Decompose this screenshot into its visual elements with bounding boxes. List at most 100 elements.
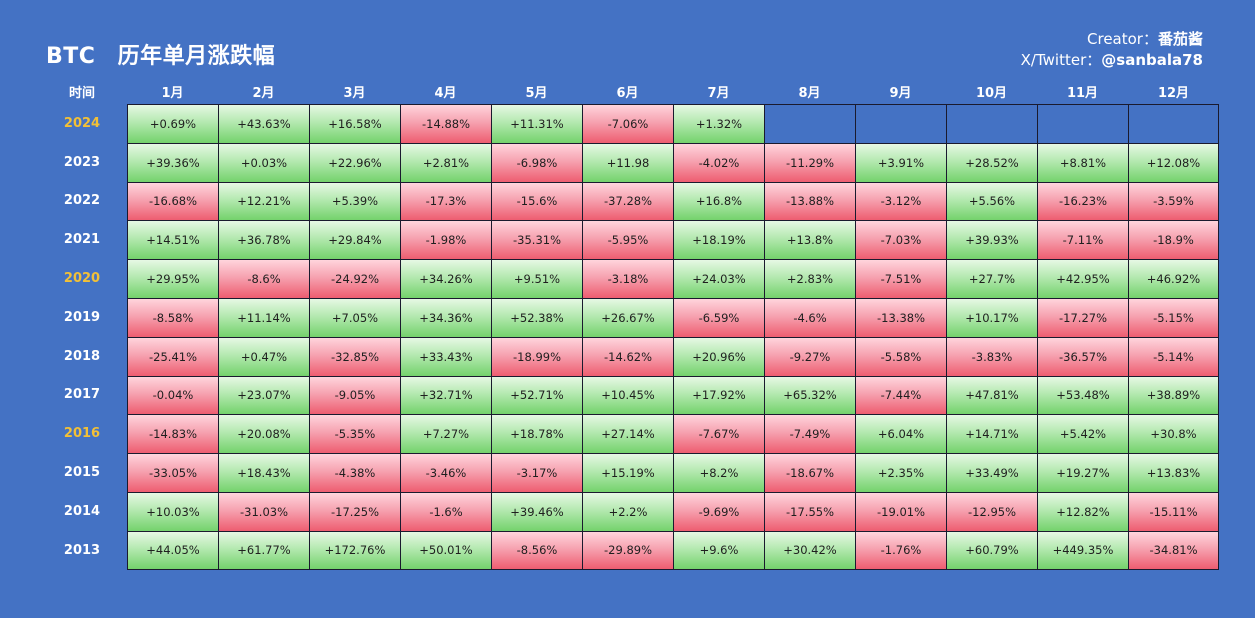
- return-cell: +17.92%: [673, 375, 764, 415]
- month-header: 11月: [1066, 85, 1099, 101]
- return-cell: [764, 104, 855, 143]
- return-cell: +15.19%: [582, 453, 673, 492]
- return-cell: -17.55%: [764, 491, 855, 531]
- return-cell: -6.98%: [491, 142, 582, 182]
- return-cell: +16.8%: [673, 181, 764, 221]
- return-cell: -14.62%: [582, 336, 673, 376]
- return-cell: -3.12%: [855, 181, 946, 221]
- year-label: 2014: [63, 503, 101, 519]
- return-cell: +5.39%: [309, 181, 400, 221]
- return-cell: +19.27%: [1037, 453, 1128, 492]
- monthly-returns-table: 时间 1月 2月 3月 4月 5月 6月 7月 8月 9月 10月 11月 12月 2024 +0.69% +…: [37, 78, 1219, 570]
- return-cell: -4.02%: [673, 142, 764, 182]
- row-header-label: 时间: [68, 85, 95, 101]
- return-cell: -3.83%: [946, 336, 1037, 376]
- return-cell: [855, 104, 946, 143]
- return-cell: +0.03%: [218, 142, 309, 182]
- return-cell: -3.18%: [582, 259, 673, 298]
- return-cell: +11.14%: [218, 297, 309, 337]
- year-label: 2022: [63, 193, 101, 209]
- return-cell: +12.21%: [218, 181, 309, 221]
- return-cell: -5.15%: [1128, 297, 1219, 337]
- return-cell: +65.32%: [764, 375, 855, 415]
- month-header: 4月: [434, 85, 457, 101]
- return-cell: -34.81%: [1128, 530, 1219, 570]
- return-cell: +449.35%: [1037, 530, 1128, 570]
- month-header: 1月: [161, 85, 184, 101]
- return-cell: -32.85%: [309, 336, 400, 376]
- return-cell: +18.78%: [491, 414, 582, 454]
- return-cell: +3.91%: [855, 142, 946, 182]
- return-cell: -15.6%: [491, 181, 582, 221]
- return-cell: +0.69%: [127, 104, 218, 143]
- return-cell: +9.6%: [673, 530, 764, 570]
- return-cell: -8.58%: [127, 297, 218, 337]
- return-cell: +5.42%: [1037, 414, 1128, 454]
- return-cell: -17.3%: [400, 181, 491, 221]
- return-cell: -5.58%: [855, 336, 946, 376]
- return-cell: -29.89%: [582, 530, 673, 570]
- month-header: 7月: [707, 85, 730, 101]
- return-cell: +43.63%: [218, 104, 309, 143]
- return-cell: -12.95%: [946, 491, 1037, 531]
- return-cell: +8.81%: [1037, 142, 1128, 182]
- return-cell: -8.6%: [218, 259, 309, 298]
- return-cell: -5.35%: [309, 414, 400, 454]
- return-cell: -5.14%: [1128, 336, 1219, 376]
- return-cell: +20.96%: [673, 336, 764, 376]
- return-cell: +38.89%: [1128, 375, 1219, 415]
- return-cell: +2.83%: [764, 259, 855, 298]
- return-cell: -7.44%: [855, 375, 946, 415]
- return-cell: +11.31%: [491, 104, 582, 143]
- return-cell: +34.36%: [400, 297, 491, 337]
- year-label: 2023: [63, 154, 101, 170]
- return-cell: +27.7%: [946, 259, 1037, 298]
- return-cell: -4.6%: [764, 297, 855, 337]
- month-header: 3月: [343, 85, 366, 101]
- return-cell: +26.67%: [582, 297, 673, 337]
- return-cell: +1.32%: [673, 104, 764, 143]
- return-cell: +9.51%: [491, 259, 582, 298]
- return-cell: +30.8%: [1128, 414, 1219, 454]
- return-cell: -14.88%: [400, 104, 491, 143]
- return-cell: +20.08%: [218, 414, 309, 454]
- return-cell: -19.01%: [855, 491, 946, 531]
- return-cell: +13.8%: [764, 220, 855, 260]
- return-cell: -1.98%: [400, 220, 491, 260]
- return-cell: +23.07%: [218, 375, 309, 415]
- twitter-handle: @sanbala78: [1101, 51, 1203, 69]
- return-cell: -18.67%: [764, 453, 855, 492]
- return-cell: +2.2%: [582, 491, 673, 531]
- return-cell: -9.69%: [673, 491, 764, 531]
- return-cell: [946, 104, 1037, 143]
- return-cell: +47.81%: [946, 375, 1037, 415]
- creator-name: 番茄酱: [1157, 30, 1203, 48]
- creator-line: Creator：番茄酱: [1021, 29, 1203, 50]
- return-cell: -37.28%: [582, 181, 673, 221]
- return-cell: [1037, 104, 1128, 143]
- return-cell: -18.9%: [1128, 220, 1219, 260]
- month-header: 10月: [975, 85, 1008, 101]
- return-cell: -7.03%: [855, 220, 946, 260]
- return-cell: +24.03%: [673, 259, 764, 298]
- ticker-label: BTC: [46, 44, 96, 69]
- return-cell: +18.19%: [673, 220, 764, 260]
- year-label: 2018: [63, 348, 101, 364]
- return-cell: -24.92%: [309, 259, 400, 298]
- return-cell: -16.68%: [127, 181, 218, 221]
- return-cell: -3.17%: [491, 453, 582, 492]
- return-cell: +29.95%: [127, 259, 218, 298]
- month-header: 9月: [889, 85, 912, 101]
- return-cell: +50.01%: [400, 530, 491, 570]
- year-label: 2020: [63, 271, 101, 287]
- return-cell: -7.06%: [582, 104, 673, 143]
- return-cell: +2.81%: [400, 142, 491, 182]
- return-cell: -9.27%: [764, 336, 855, 376]
- return-cell: +36.78%: [218, 220, 309, 260]
- return-cell: +22.96%: [309, 142, 400, 182]
- return-cell: +30.42%: [764, 530, 855, 570]
- return-cell: +46.92%: [1128, 259, 1219, 298]
- return-cell: -6.59%: [673, 297, 764, 337]
- month-header: 12月: [1157, 85, 1190, 101]
- return-cell: +8.2%: [673, 453, 764, 492]
